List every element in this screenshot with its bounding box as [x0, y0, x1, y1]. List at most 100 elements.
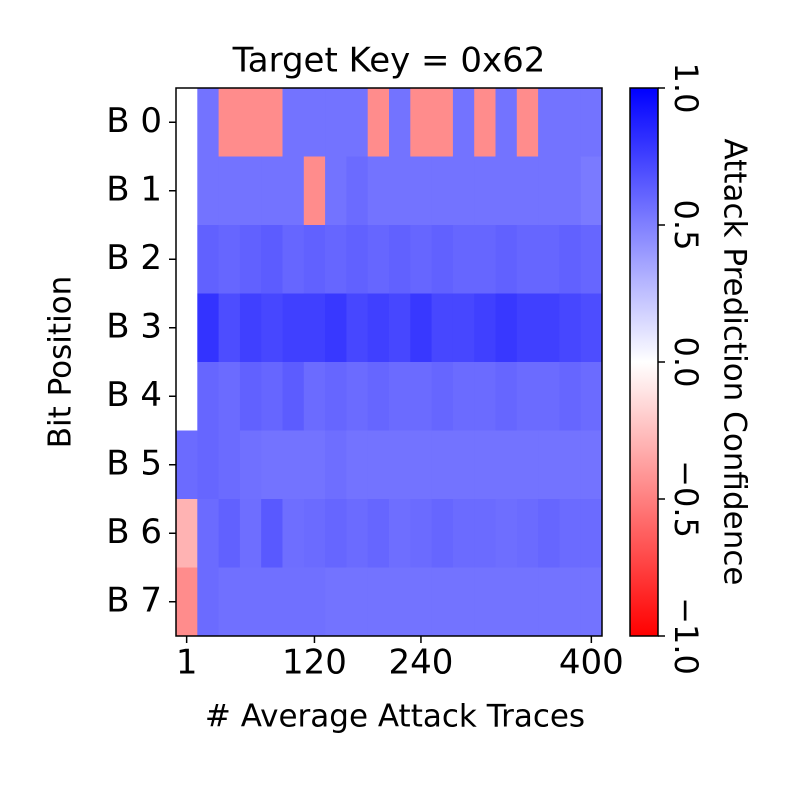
- heatmap-cell: [580, 156, 603, 226]
- heatmap-cell: [580, 430, 603, 500]
- heatmap-cell: [346, 225, 369, 294]
- y-tick-label: B 0: [106, 101, 162, 141]
- heatmap-cell: [452, 88, 475, 157]
- heatmap-cell: [176, 156, 198, 226]
- heatmap-cell: [367, 567, 390, 637]
- heatmap-cell: [367, 362, 390, 431]
- heatmap-cell: [197, 293, 220, 363]
- heatmap-cell: [197, 156, 220, 226]
- heatmap-cell: [346, 567, 369, 637]
- heatmap-cell: [452, 362, 475, 431]
- heatmap-cell: [325, 156, 347, 226]
- heatmap-cell: [474, 362, 496, 431]
- heatmap-cell: [261, 225, 283, 294]
- y-axis-label: Bit Position: [43, 276, 79, 449]
- heatmap-cell: [176, 293, 198, 363]
- colorbar-tick-label: −1.0: [667, 597, 705, 675]
- heatmap-cell: [218, 293, 241, 363]
- heatmap-cell: [516, 362, 539, 431]
- heatmap-cell: [580, 567, 603, 637]
- heatmap-cell: [197, 430, 220, 500]
- heatmap-cell: [325, 293, 347, 363]
- heatmap-cell: [176, 567, 198, 637]
- heatmap-cell: [239, 362, 262, 431]
- heatmap-cell: [516, 430, 539, 500]
- heatmap-cell: [410, 156, 433, 226]
- heatmap-cell: [176, 225, 198, 294]
- heatmap-cell: [325, 499, 347, 568]
- heatmap-cell: [559, 225, 582, 294]
- heatmap-cell: [367, 225, 390, 294]
- y-tick-label: B 2: [106, 238, 162, 278]
- heatmap-cell: [282, 567, 305, 637]
- heatmap-cell: [452, 156, 475, 226]
- heatmap-cell: [389, 430, 411, 500]
- heatmap-cell: [346, 156, 369, 226]
- heatmap-cell: [303, 225, 326, 294]
- heatmap-cell: [176, 499, 198, 568]
- heatmap-cell: [580, 499, 603, 568]
- heatmap-cell: [559, 362, 582, 431]
- heatmap-cell: [367, 293, 390, 363]
- heatmap-cell: [474, 567, 496, 637]
- heatmap-cell: [452, 567, 475, 637]
- heatmap-cell: [346, 499, 369, 568]
- heatmap-cell: [218, 88, 241, 157]
- x-tick-label: 120: [282, 643, 347, 683]
- heatmap-cell: [346, 362, 369, 431]
- heatmap-cell: [516, 156, 539, 226]
- heatmap-cell: [239, 88, 262, 157]
- heatmap-cell: [197, 567, 220, 637]
- heatmap-cell: [410, 499, 433, 568]
- heatmap-cell: [218, 499, 241, 568]
- heatmap-cell: [218, 225, 241, 294]
- heatmap-cell: [325, 430, 347, 500]
- heatmap-cell: [538, 225, 560, 294]
- heatmap-cell: [495, 293, 518, 363]
- heatmap-cell: [282, 88, 305, 157]
- heatmap-cell: [367, 499, 390, 568]
- heatmap-cell: [282, 293, 305, 363]
- heatmap-cell: [516, 293, 539, 363]
- heatmap-cell: [559, 430, 582, 500]
- heatmap-cell: [218, 362, 241, 431]
- heatmap-cell: [495, 499, 518, 568]
- heatmap-cell: [495, 88, 518, 157]
- y-tick-label: B 6: [106, 512, 162, 552]
- heatmap-cell: [431, 567, 454, 637]
- heatmap-cell: [410, 362, 433, 431]
- heatmap-cell: [538, 567, 560, 637]
- heatmap-cell: [474, 499, 496, 568]
- heatmap-cell: [325, 225, 347, 294]
- heatmap-cell: [538, 499, 560, 568]
- heatmap-cell: [303, 88, 326, 157]
- heatmap-cell: [410, 430, 433, 500]
- heatmap-cell: [516, 88, 539, 157]
- heatmap-cell: [410, 293, 433, 363]
- heatmap-cell: [452, 293, 475, 363]
- y-tick-label: B 4: [106, 375, 162, 415]
- heatmap-cell: [389, 225, 411, 294]
- heatmap-cell: [431, 156, 454, 226]
- colorbar-label: Attack Prediction Confidence: [717, 139, 753, 586]
- colorbar: [629, 87, 659, 637]
- heatmap-cell: [367, 156, 390, 226]
- heatmap-cell: [176, 430, 198, 500]
- heatmap-cell: [431, 362, 454, 431]
- x-axis-label: # Average Attack Traces: [205, 699, 585, 735]
- heatmap-cell: [474, 156, 496, 226]
- heatmap-cell: [239, 499, 262, 568]
- colorbar-tick-label: −0.5: [667, 460, 705, 538]
- heatmap-cell: [261, 293, 283, 363]
- heatmap-cell: [474, 225, 496, 294]
- heatmap-cell: [389, 499, 411, 568]
- heatmap-cell: [580, 88, 603, 157]
- heatmap-cell: [346, 88, 369, 157]
- x-tick-label: 240: [388, 643, 453, 683]
- heatmap-cell: [410, 88, 433, 157]
- heatmap-cell: [389, 362, 411, 431]
- heatmap-cell: [239, 225, 262, 294]
- heatmap-cell: [239, 567, 262, 637]
- heatmap-cell: [218, 567, 241, 637]
